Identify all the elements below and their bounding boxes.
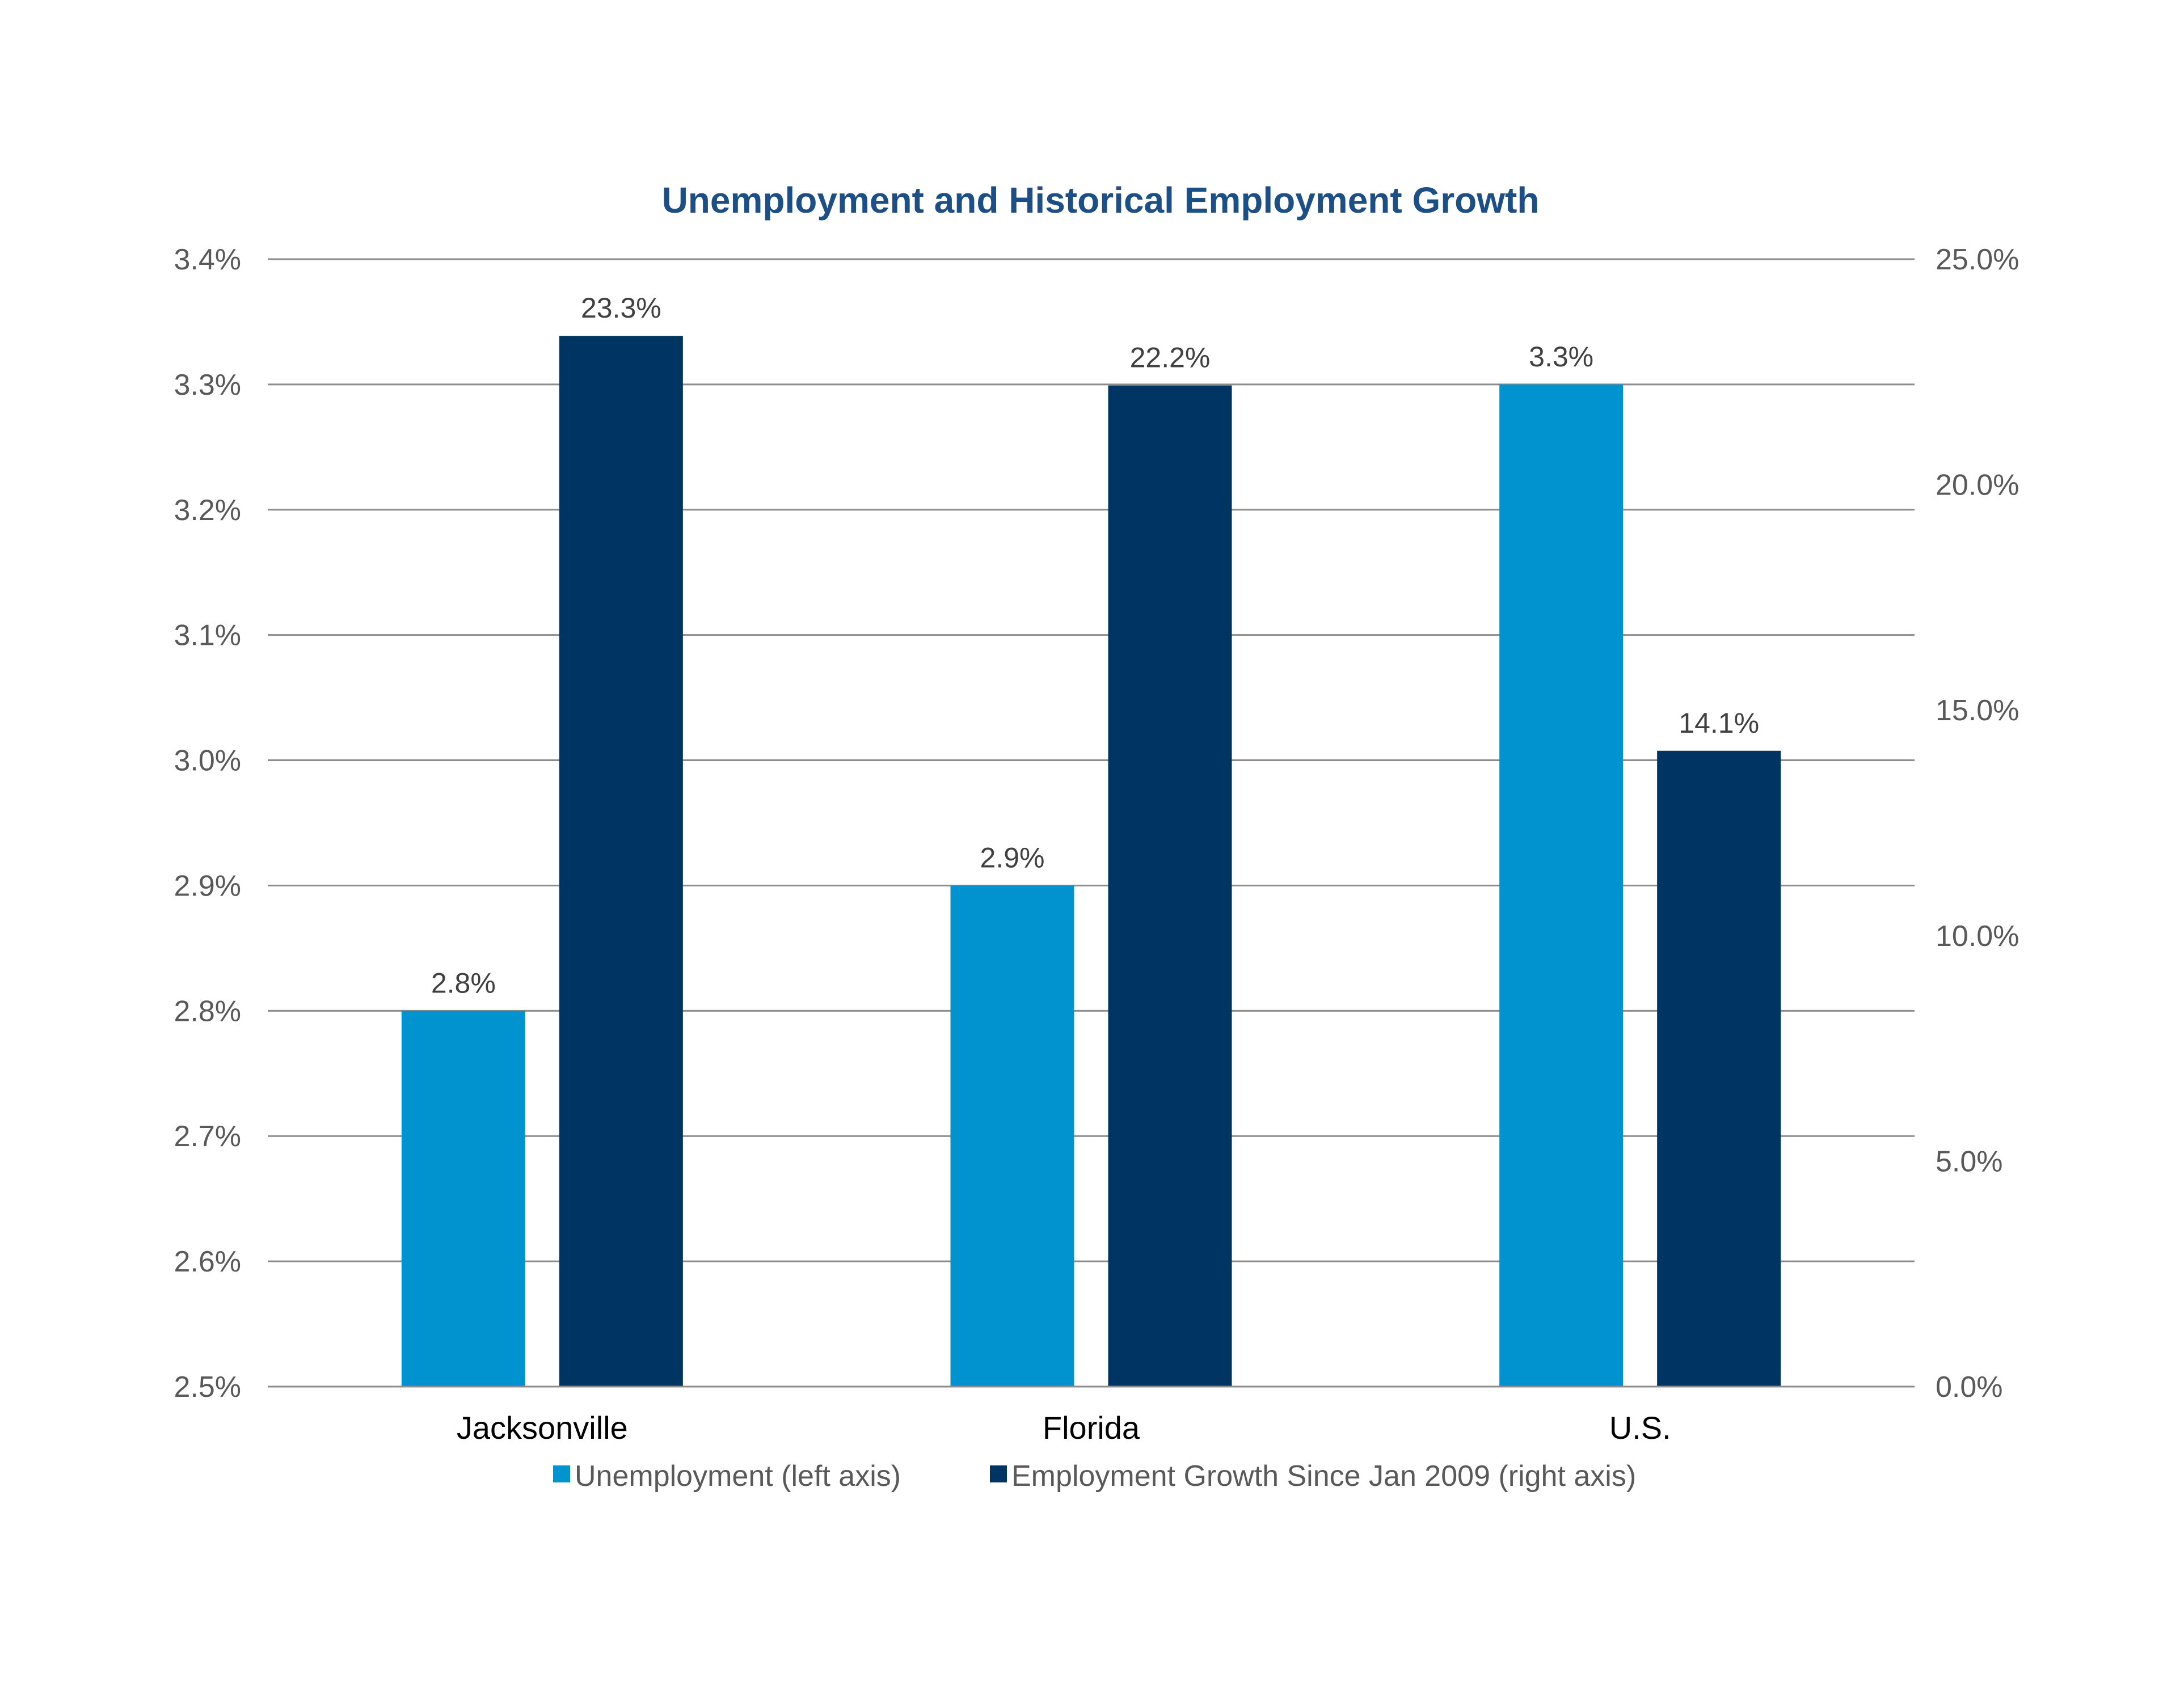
right-tick-label: 10.0%	[1936, 920, 2019, 953]
category-label: Jacksonville	[457, 1410, 628, 1446]
legend-swatch	[990, 1465, 1007, 1482]
legend-swatch	[553, 1465, 570, 1482]
data-label: 14.1%	[1679, 707, 1759, 739]
category-labels: Jacksonville Florida U.S.	[457, 1410, 1671, 1446]
legend: Unemployment (left axis) Employment Growt…	[553, 1460, 1636, 1493]
bars	[268, 336, 1915, 1388]
legend-label: Employment Growth Since Jan 2009 (right …	[1011, 1460, 1636, 1493]
left-tick-label: 2.5%	[174, 1371, 241, 1404]
category-label: U.S.	[1609, 1410, 1671, 1446]
category-label: Florida	[1043, 1410, 1140, 1446]
left-tick-label: 2.6%	[174, 1245, 241, 1278]
left-tick-label: 3.4%	[174, 243, 241, 276]
bar-unemployment	[401, 1011, 525, 1387]
left-tick-label: 2.7%	[174, 1120, 241, 1153]
data-label: 2.8%	[431, 967, 496, 999]
legend-label: Unemployment (left axis)	[575, 1460, 901, 1493]
right-tick-label: 5.0%	[1936, 1145, 2003, 1178]
left-tick-label: 3.2%	[174, 494, 241, 527]
data-label: 2.9%	[980, 842, 1045, 873]
bar-employment-growth	[1657, 750, 1781, 1387]
right-tick-label: 15.0%	[1936, 694, 2019, 727]
left-tick-label: 3.3%	[174, 369, 241, 402]
right-axis: 0.0% 5.0% 10.0% 15.0% 20.0% 25.0%	[1936, 243, 2019, 1404]
data-label: 23.3%	[581, 292, 661, 324]
data-label: 3.3%	[1529, 341, 1593, 373]
data-label: 22.2%	[1130, 342, 1211, 374]
right-tick-label: 0.0%	[1936, 1371, 2003, 1404]
left-tick-label: 2.8%	[174, 995, 241, 1028]
right-tick-label: 20.0%	[1936, 469, 2019, 502]
left-tick-label: 3.1%	[174, 619, 241, 652]
bar-unemployment	[950, 885, 1074, 1387]
right-tick-label: 25.0%	[1936, 243, 2019, 276]
bar-employment-growth	[559, 336, 683, 1387]
bar-employment-growth	[1108, 385, 1232, 1387]
chart-title: Unemployment and Historical Employment G…	[662, 180, 1540, 221]
left-axis: 2.5% 2.6% 2.7% 2.8% 2.9% 3.0% 3.1% 3.2% 3.3% 3.4%	[174, 243, 241, 1404]
left-tick-label: 3.0%	[174, 745, 241, 778]
data-labels: 2.8% 23.3% 2.9% 22.2% 3.3% 14.1%	[431, 292, 1759, 999]
left-tick-label: 2.9%	[174, 869, 241, 902]
gridlines	[268, 258, 1915, 1388]
bar-unemployment	[1499, 384, 1624, 1387]
